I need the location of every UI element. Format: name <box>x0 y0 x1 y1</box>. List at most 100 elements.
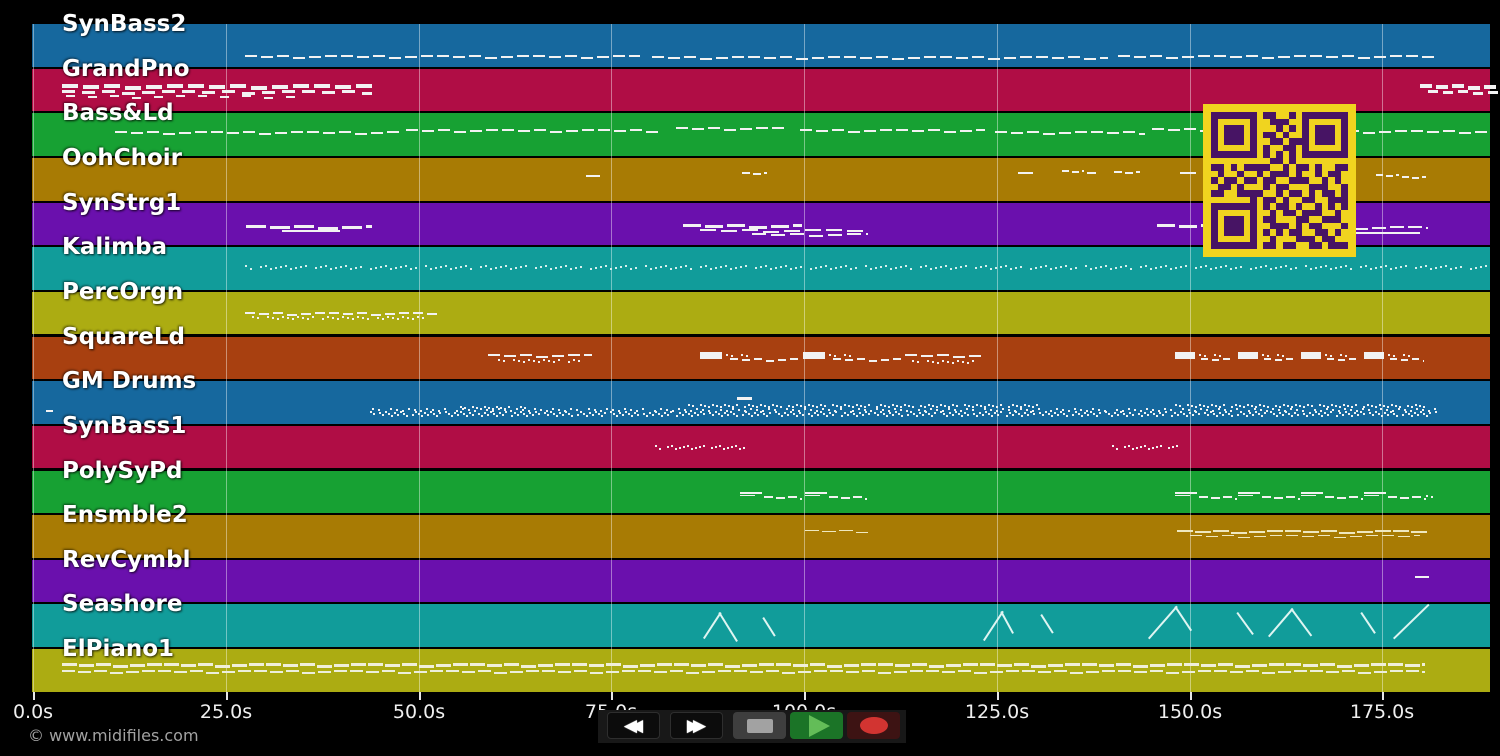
note <box>675 267 677 270</box>
note <box>804 408 806 411</box>
qr-module <box>1230 138 1238 145</box>
note <box>543 358 545 361</box>
note <box>625 265 627 268</box>
qr-module <box>1263 196 1270 204</box>
note <box>408 408 410 411</box>
note <box>790 232 804 235</box>
note <box>500 407 502 410</box>
note <box>394 412 396 415</box>
note <box>1400 496 1409 499</box>
note <box>604 412 606 415</box>
note <box>979 412 981 415</box>
note <box>1214 670 1227 673</box>
fast-forward-button[interactable]: ▶▶ <box>670 712 723 739</box>
note <box>734 670 747 673</box>
note <box>845 358 853 361</box>
note <box>658 413 660 416</box>
note <box>1010 268 1012 271</box>
note <box>910 411 912 414</box>
track-label: RevCymbl <box>62 546 191 573</box>
note <box>1324 412 1326 415</box>
note <box>343 312 353 315</box>
note <box>771 233 785 236</box>
note <box>446 670 459 673</box>
note <box>1423 406 1425 409</box>
qr-module <box>1243 151 1251 158</box>
note <box>956 405 958 408</box>
note <box>816 410 818 413</box>
note <box>1066 415 1068 418</box>
note <box>1191 405 1193 408</box>
note <box>741 353 743 356</box>
qr-module <box>1217 203 1225 210</box>
rewind-button[interactable]: ◀◀ <box>607 712 660 739</box>
note <box>692 405 694 408</box>
note <box>1326 56 1338 58</box>
note <box>754 412 756 415</box>
note <box>586 415 588 418</box>
note <box>826 415 828 418</box>
note <box>1258 413 1260 416</box>
note <box>436 664 451 668</box>
note <box>272 316 274 319</box>
note <box>811 415 813 418</box>
time-gridline <box>611 24 612 692</box>
note <box>892 414 894 417</box>
note <box>1440 266 1442 269</box>
qr-module <box>1250 222 1257 230</box>
note <box>520 353 532 356</box>
note <box>484 412 486 415</box>
note <box>975 267 977 270</box>
note <box>1261 415 1263 418</box>
note <box>425 265 427 268</box>
note <box>1021 415 1023 418</box>
qr-module <box>1237 151 1244 158</box>
track-band-synbass1 <box>32 425 1490 469</box>
note <box>1338 358 1345 361</box>
note <box>583 413 585 416</box>
note <box>1335 405 1337 408</box>
note <box>597 56 609 58</box>
qr-module <box>1276 125 1283 132</box>
note <box>518 359 520 362</box>
note <box>282 89 295 93</box>
note <box>922 414 924 417</box>
note <box>1262 495 1271 498</box>
note <box>487 414 489 417</box>
note <box>142 670 155 673</box>
note <box>1050 268 1052 271</box>
note <box>1212 358 1219 361</box>
stop-button[interactable] <box>733 712 786 739</box>
note <box>1412 357 1419 360</box>
note <box>1102 670 1115 673</box>
note <box>550 268 552 271</box>
note <box>396 409 398 412</box>
note <box>1262 57 1274 59</box>
note <box>521 665 536 669</box>
note <box>740 491 762 494</box>
note <box>261 56 273 58</box>
qr-module <box>1211 209 1218 217</box>
note <box>670 411 672 414</box>
note <box>725 665 740 669</box>
qr-module <box>1334 216 1342 223</box>
note <box>1080 409 1082 412</box>
note <box>828 233 842 236</box>
qr-module <box>1250 242 1257 249</box>
qr-module <box>1237 203 1244 210</box>
qr-module <box>1211 151 1218 158</box>
play-button[interactable] <box>790 712 843 739</box>
record-button[interactable] <box>847 712 900 739</box>
note <box>826 228 842 231</box>
note <box>888 410 890 413</box>
note <box>1140 410 1142 413</box>
note <box>751 415 753 418</box>
note <box>1295 404 1297 407</box>
note <box>265 265 267 268</box>
note <box>1070 268 1072 271</box>
note <box>1426 415 1428 418</box>
note <box>1038 408 1040 411</box>
note <box>282 229 340 232</box>
note <box>270 671 283 674</box>
note <box>942 410 944 413</box>
